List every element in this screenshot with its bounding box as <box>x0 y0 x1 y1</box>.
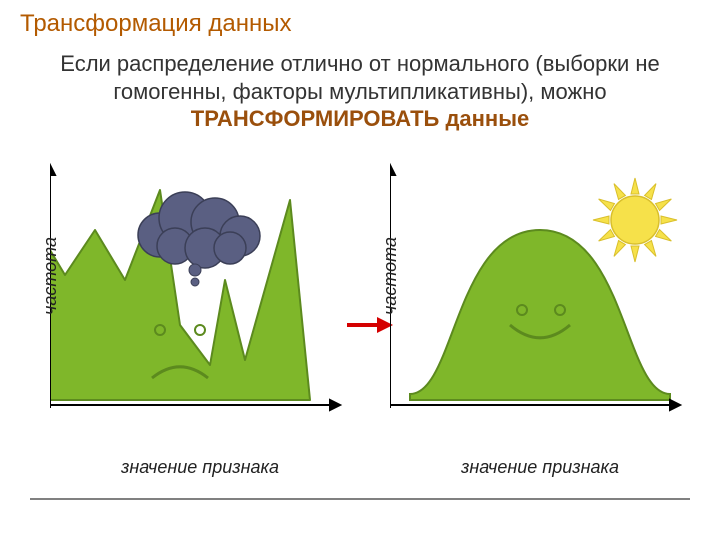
sun-icon <box>593 178 677 262</box>
slide-description: Если распределение отлично от нормальног… <box>30 50 690 133</box>
y-axis-label-before: частота <box>40 237 61 315</box>
chart-after: частота значение признака <box>390 160 690 450</box>
x-axis-label-before: значение признака <box>121 457 279 478</box>
desc-emph: ТРАНСФОРМИРОВАТЬ данные <box>191 106 530 131</box>
chart-after-svg <box>390 160 690 450</box>
sad-eye-right <box>195 325 205 335</box>
slide-title: Трансформация данных <box>20 10 291 38</box>
footer-divider <box>30 498 690 500</box>
x-axis-label-after: значение признака <box>461 457 619 478</box>
slide: Трансформация данных Если распределение … <box>0 0 720 540</box>
chart-before-svg <box>50 160 350 450</box>
desc-line-1: Если распределение отлично от нормальног… <box>60 51 659 76</box>
desc-line-2: гомогенны, факторы мультипликативны), мо… <box>113 79 606 104</box>
chart-before: частота значение признака <box>50 160 350 450</box>
y-axis-label-after: частота <box>380 237 401 315</box>
distribution-shape-after <box>410 230 670 400</box>
